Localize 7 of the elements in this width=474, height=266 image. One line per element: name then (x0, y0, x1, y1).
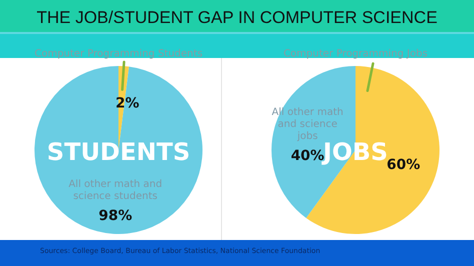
data-label: 60% (386, 157, 420, 174)
text: STUDENTS (46, 138, 190, 166)
slice-label: All other math and science students (68, 178, 162, 202)
data-label: 98% (98, 208, 132, 224)
slice-label: Computer Programming Jobs (283, 48, 428, 60)
slice-label: Computer Programming Students (34, 48, 203, 60)
text: THE JOB/STUDENT GAP IN COMPUTER SCIENCE (36, 8, 438, 28)
